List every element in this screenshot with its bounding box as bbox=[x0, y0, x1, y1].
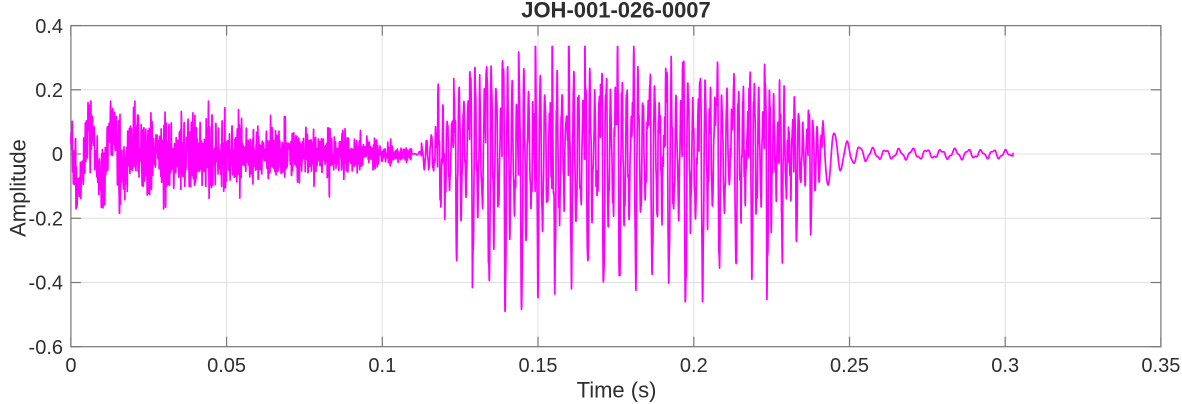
svg-text:0: 0 bbox=[52, 144, 63, 166]
svg-text:0.15: 0.15 bbox=[519, 355, 558, 377]
svg-text:-0.4: -0.4 bbox=[29, 273, 63, 295]
svg-text:0.1: 0.1 bbox=[368, 355, 396, 377]
svg-text:Amplitude: Amplitude bbox=[6, 139, 31, 237]
svg-text:0.05: 0.05 bbox=[207, 355, 246, 377]
svg-text:-0.2: -0.2 bbox=[29, 209, 63, 231]
svg-text:-0.6: -0.6 bbox=[29, 337, 63, 359]
svg-text:0.2: 0.2 bbox=[35, 80, 63, 102]
svg-text:0.2: 0.2 bbox=[680, 355, 708, 377]
svg-text:0: 0 bbox=[65, 355, 76, 377]
svg-text:Time (s): Time (s) bbox=[577, 378, 657, 403]
svg-text:0.35: 0.35 bbox=[1141, 355, 1180, 377]
svg-text:JOH-001-026-0007: JOH-001-026-0007 bbox=[521, 0, 711, 23]
svg-text:0.4: 0.4 bbox=[35, 16, 63, 38]
svg-text:0.25: 0.25 bbox=[830, 355, 869, 377]
svg-text:0.3: 0.3 bbox=[991, 355, 1019, 377]
